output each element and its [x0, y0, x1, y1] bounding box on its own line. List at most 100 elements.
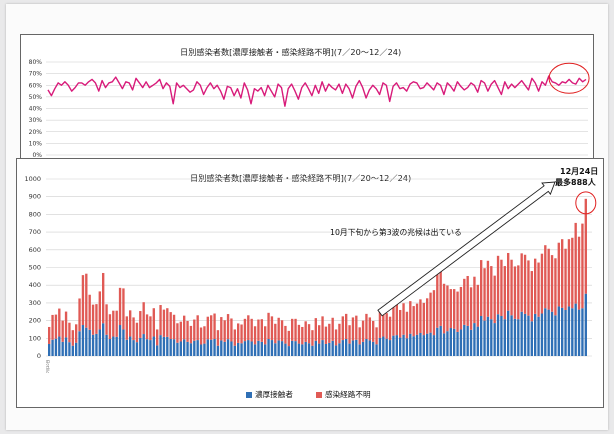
- bar-close-contact: [537, 316, 540, 356]
- bar-unknown-route: [584, 198, 587, 294]
- bar-x-tick-label: 7月20日: [46, 360, 50, 373]
- bar-unknown-route: [399, 309, 402, 338]
- bar-unknown-route: [257, 319, 260, 341]
- bar-unknown-route: [534, 258, 537, 314]
- bar-close-contact: [534, 313, 537, 356]
- bar-close-contact: [176, 342, 179, 356]
- bar-unknown-route: [483, 268, 486, 321]
- bar-close-contact: [294, 341, 297, 356]
- bar-unknown-route: [172, 314, 176, 340]
- bar-close-contact: [486, 316, 490, 356]
- bar-unknown-route: [517, 265, 520, 320]
- bar-unknown-route: [463, 278, 466, 325]
- bar-unknown-route: [169, 312, 172, 340]
- bar-unknown-route: [500, 259, 503, 316]
- bar-unknown-route: [81, 275, 85, 326]
- bar-close-contact: [419, 332, 422, 356]
- bar-close-contact: [523, 313, 527, 356]
- bar-close-contact: [517, 319, 520, 356]
- bar-close-contact: [345, 339, 348, 356]
- bar-unknown-route: [95, 304, 98, 334]
- bar-close-contact: [429, 332, 432, 356]
- bar-unknown-route: [122, 288, 125, 330]
- bar-close-contact: [199, 344, 203, 356]
- bar-unknown-route: [132, 317, 135, 341]
- bar-close-contact: [152, 336, 155, 356]
- bar-unknown-route: [68, 322, 71, 343]
- bar-unknown-route: [274, 323, 277, 344]
- bar-close-contact: [463, 324, 466, 356]
- bar-close-contact: [88, 329, 91, 356]
- bar-unknown-route: [223, 320, 226, 342]
- bar-y-tick-label: 900: [29, 193, 41, 201]
- line-y-tick-label: 50%: [29, 94, 43, 101]
- bar-close-contact: [287, 346, 290, 356]
- bar-unknown-route: [226, 314, 230, 340]
- bar-unknown-route: [112, 310, 115, 337]
- bar-close-contact: [105, 334, 108, 356]
- bar-close-contact: [544, 308, 547, 356]
- bar-unknown-route: [469, 287, 473, 330]
- bar-unknown-route: [459, 286, 463, 330]
- bar-unknown-route: [388, 316, 392, 341]
- bar-unknown-route: [270, 316, 274, 341]
- bar-unknown-route: [571, 237, 574, 309]
- bar-close-contact: [223, 341, 226, 356]
- bar-unknown-route: [449, 289, 452, 329]
- bar-unknown-route: [54, 314, 58, 339]
- bar-close-contact: [166, 336, 169, 356]
- bar-close-contact: [473, 323, 476, 356]
- bar-unknown-route: [567, 239, 571, 307]
- bar-y-tick-label: 500: [29, 264, 41, 272]
- bar-close-contact: [351, 340, 355, 356]
- bar-unknown-route: [544, 245, 547, 309]
- bar-close-contact: [250, 341, 253, 356]
- bar-close-contact: [54, 338, 58, 356]
- bar-close-contact: [183, 339, 186, 356]
- line-y-tick-label: 10%: [29, 140, 43, 147]
- bar-close-contact: [122, 329, 125, 356]
- bar-unknown-route: [456, 291, 459, 332]
- bar-close-contact: [318, 343, 321, 356]
- bar-unknown-route: [564, 248, 567, 310]
- legend-swatch-unknown-route: [316, 391, 322, 398]
- bar-unknown-route: [98, 291, 101, 330]
- legend-swatch-close-contact: [246, 391, 252, 398]
- line-y-tick-label: 80%: [29, 59, 43, 66]
- bar-close-contact: [112, 336, 115, 356]
- bar-close-contact: [564, 309, 567, 356]
- bar-unknown-route: [210, 315, 213, 340]
- bar-y-tick-label: 0: [37, 352, 41, 360]
- bar-unknown-route: [348, 325, 351, 344]
- bar-unknown-route: [139, 311, 142, 338]
- bar-unknown-route: [358, 327, 361, 345]
- bar-unknown-route: [507, 252, 510, 311]
- bar-unknown-route: [233, 329, 236, 346]
- bar-close-contact: [247, 340, 250, 356]
- bar-close-contact: [142, 334, 145, 356]
- bar-close-contact: [328, 342, 331, 356]
- bar-close-contact: [348, 343, 351, 356]
- bar-unknown-route: [71, 330, 74, 346]
- bar-unknown-route: [442, 283, 446, 334]
- bar-close-contact: [547, 309, 550, 356]
- bar-close-contact: [507, 310, 510, 356]
- bar-unknown-route: [199, 327, 203, 345]
- bar-unknown-route: [385, 313, 388, 339]
- bar-unknown-route: [118, 287, 122, 326]
- bar-unknown-route: [314, 318, 317, 341]
- bar-close-contact: [385, 338, 388, 356]
- bar-close-contact: [139, 337, 142, 356]
- bar-close-contact: [557, 306, 560, 356]
- bar-unknown-route: [284, 325, 287, 344]
- bar-unknown-route: [264, 326, 267, 345]
- bar-close-contact: [395, 335, 398, 356]
- bar-unknown-route: [331, 317, 334, 341]
- bar-close-contact: [253, 344, 257, 356]
- bar-unknown-route: [260, 319, 263, 342]
- bar-close-contact: [203, 343, 206, 356]
- bar-unknown-route: [557, 242, 560, 307]
- bar-close-contact: [270, 340, 274, 356]
- bar-close-contact: [108, 339, 112, 356]
- bar-close-contact: [422, 335, 425, 356]
